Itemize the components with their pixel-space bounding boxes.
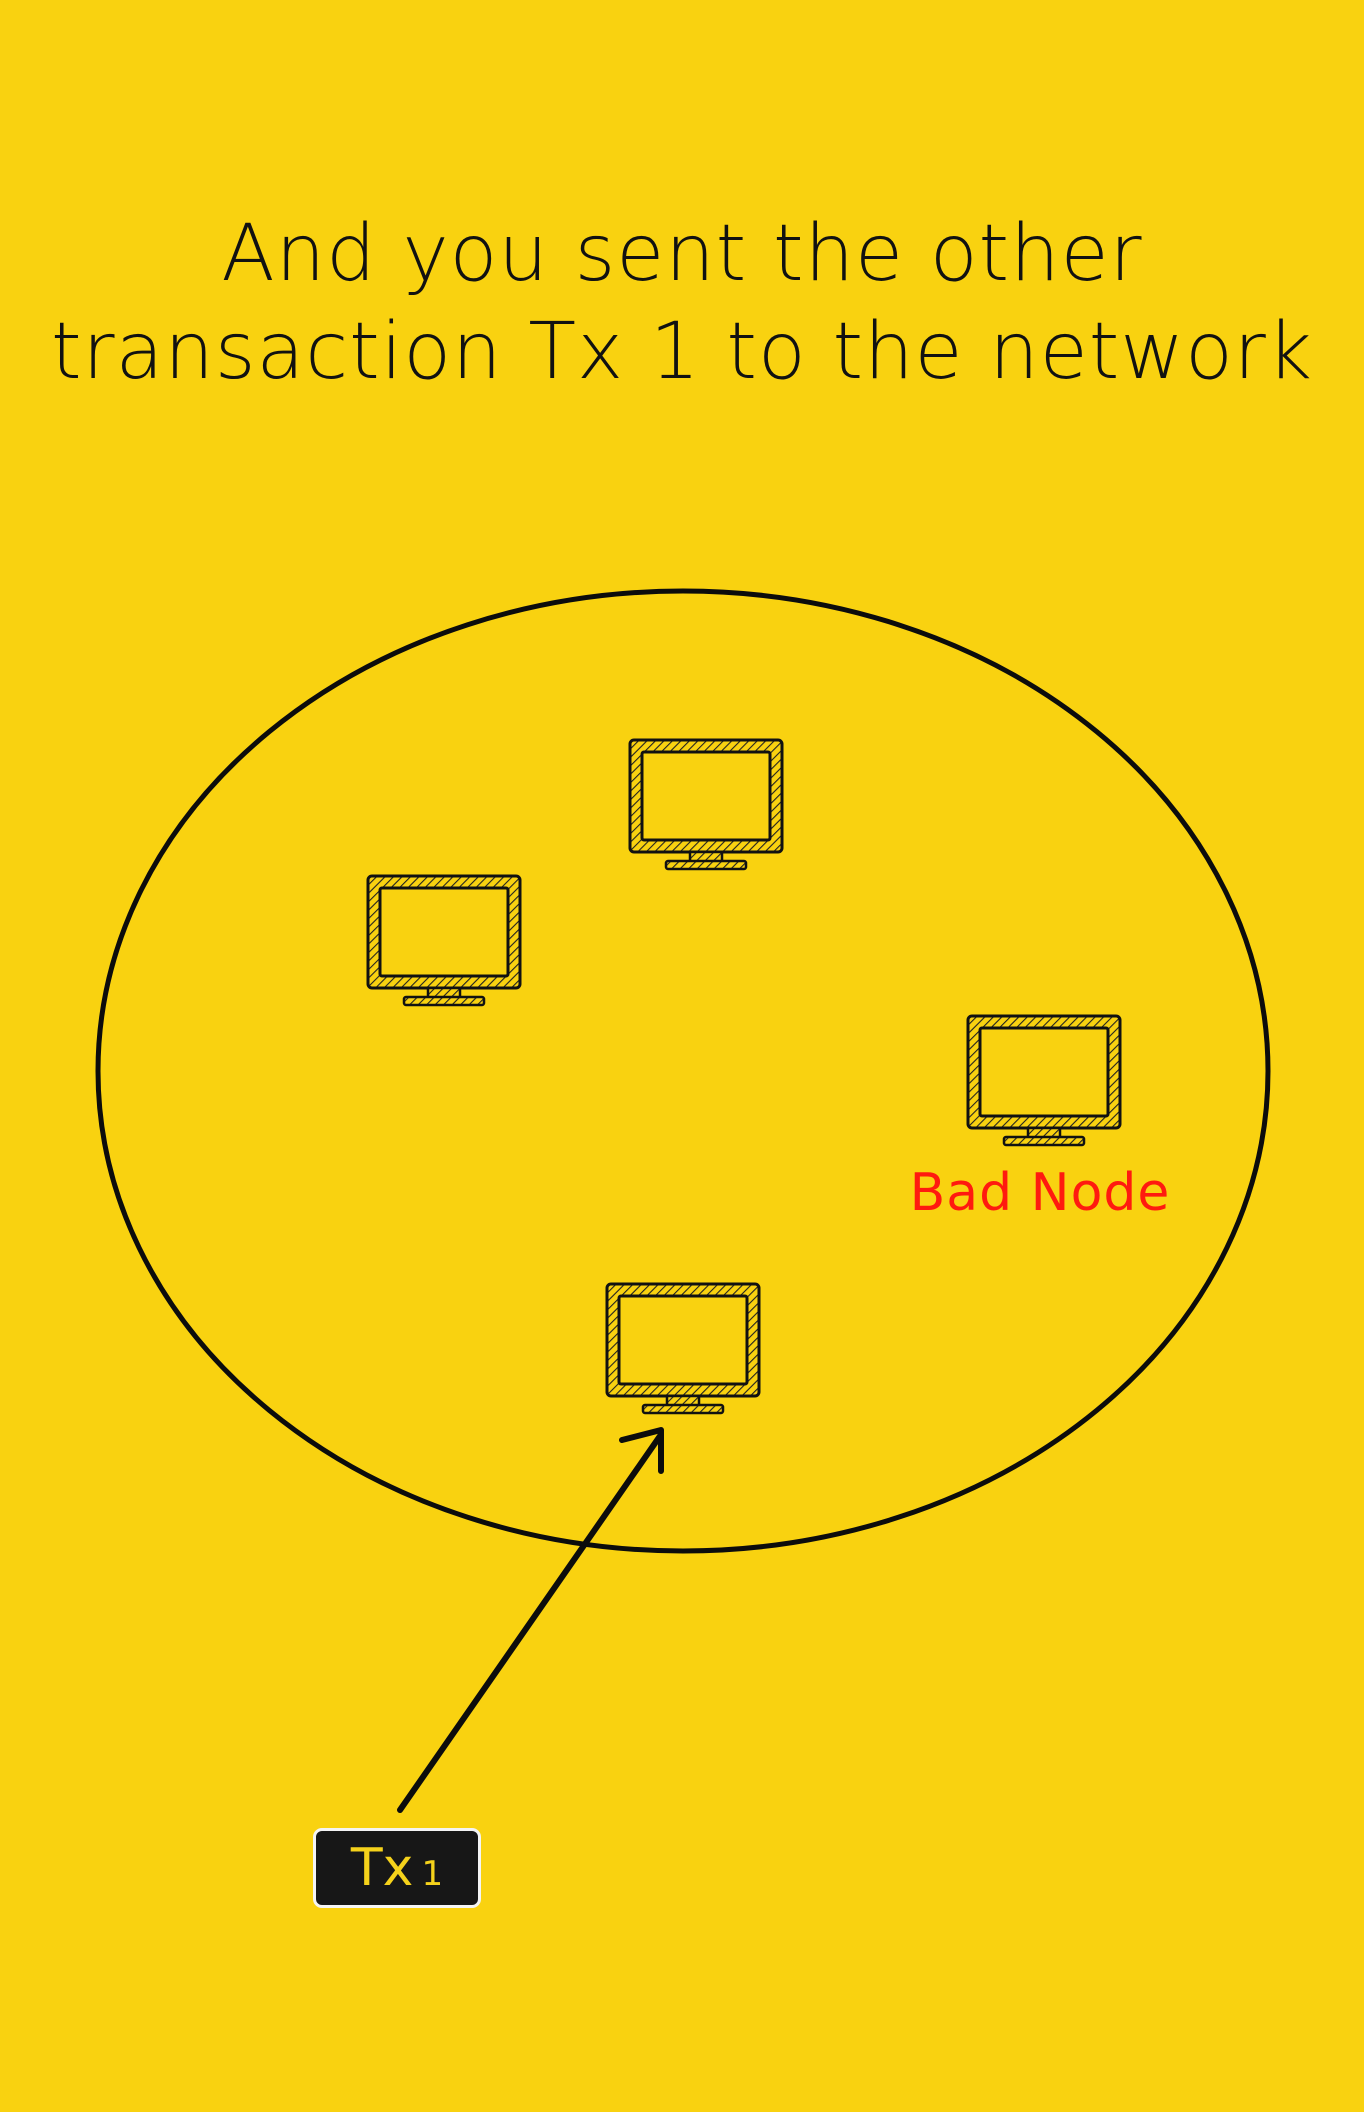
heading-line-2: transaction Tx 1 to the network bbox=[50, 307, 1314, 397]
computer-node-left[interactable] bbox=[366, 874, 522, 1007]
heading-line-1: And you sent the other bbox=[221, 209, 1143, 299]
network-boundary bbox=[95, 588, 1271, 1554]
transaction-name: Tx bbox=[350, 1838, 414, 1898]
computer-node-bad[interactable] bbox=[966, 1014, 1122, 1147]
transaction-badge[interactable]: Tx 1 bbox=[313, 1828, 481, 1908]
computer-node-top[interactable] bbox=[628, 738, 784, 871]
transaction-index: 1 bbox=[421, 1854, 444, 1894]
transaction-arrow bbox=[397, 1427, 664, 1813]
slide-heading: And you sent the other transaction Tx 1 … bbox=[0, 205, 1364, 401]
computer-node-bottom[interactable] bbox=[605, 1282, 761, 1415]
bad-node-label: Bad Node bbox=[909, 1163, 1171, 1223]
